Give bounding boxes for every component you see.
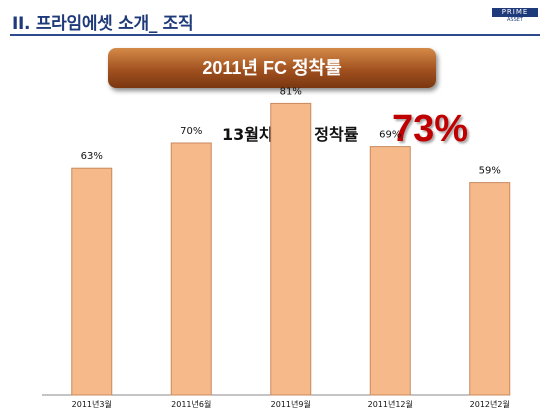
bar-group: 63% 2011년3월 70% 2011년6월 81% 2011년9월 69% 2011년12… [71, 86, 511, 409]
bar-value-label: 63% [81, 151, 103, 162]
bar-value-label: 81% [280, 86, 302, 97]
bar-4 [369, 146, 411, 396]
logo-subtext: ASSET [507, 17, 523, 23]
x-tick-label: 2011년3월 [72, 399, 112, 409]
bar-value-label: 70% [180, 126, 202, 137]
bar-value-label: 59% [479, 166, 501, 177]
average-rate-value: 73% [392, 108, 469, 150]
bar-value-label: 69% [379, 130, 401, 141]
bar-5 [469, 182, 511, 396]
company-logo: PRIME ASSET [492, 8, 538, 30]
logo-mark: PRIME [492, 8, 538, 17]
bar-3 [270, 102, 312, 396]
x-tick-label: 2012년2월 [470, 399, 510, 409]
bar-2 [170, 142, 212, 396]
chart-title-banner: 2011년 FC 정착률 [108, 48, 436, 88]
header-divider [10, 34, 540, 36]
x-tick-label: 2011년6월 [171, 399, 211, 409]
page-title: II. 프라임에셋 소개_ 조직 [12, 14, 194, 34]
x-tick-label: 2011년12월 [368, 399, 413, 409]
x-tick-label: 2011년9월 [271, 399, 311, 409]
bar-1 [71, 167, 113, 396]
